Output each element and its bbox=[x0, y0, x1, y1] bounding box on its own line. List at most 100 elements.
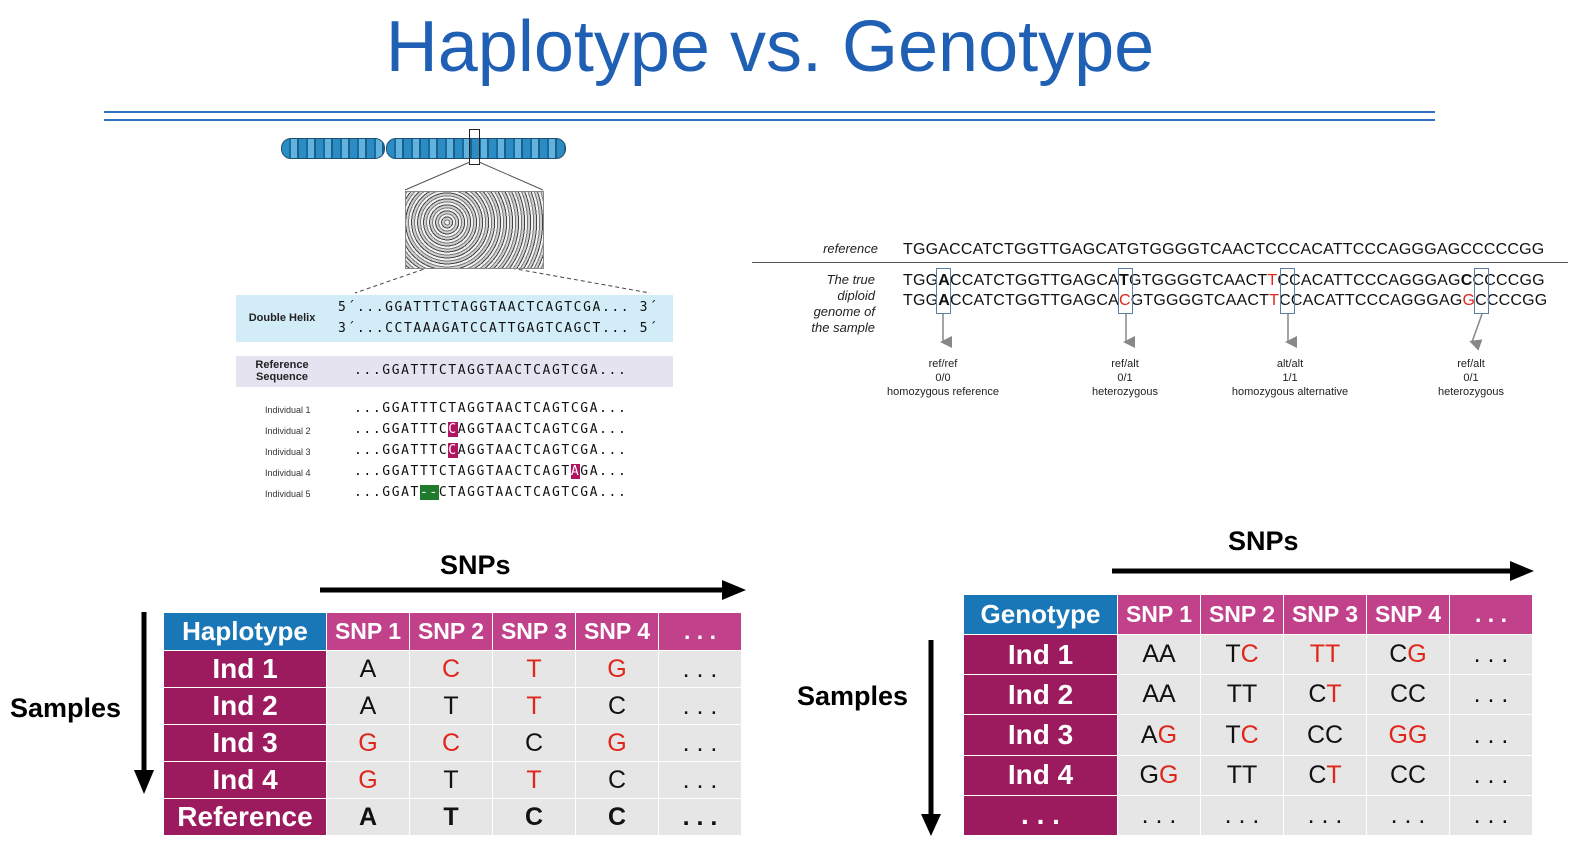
diploid-label-3: genome of bbox=[813, 304, 875, 319]
allele: . . . bbox=[1390, 800, 1426, 829]
snp-header: SNP 4 bbox=[575, 612, 659, 651]
allele: C bbox=[1408, 680, 1427, 709]
helix-strand-top: 5´...GGATTTCTAGGTAACTCAGTCGA... 3´ bbox=[338, 300, 659, 315]
allele-cell: G bbox=[575, 724, 659, 762]
genotype-call: ref/alt 0/1 heterozygous bbox=[1391, 357, 1551, 399]
allele: T bbox=[1326, 760, 1342, 789]
sequence-segment: GA... bbox=[580, 464, 628, 479]
individual-label: Individual 4 bbox=[265, 468, 311, 478]
allele-cell: C bbox=[492, 798, 576, 836]
row-label: Ind 2 bbox=[963, 674, 1118, 716]
genotype-corner: Genotype bbox=[963, 593, 1118, 636]
allele-cell: . . . bbox=[658, 724, 742, 762]
genotype-cell: CC bbox=[1283, 714, 1367, 756]
allele-cell: C bbox=[409, 724, 493, 762]
row-label: Reference bbox=[163, 798, 327, 836]
allele-cell: G bbox=[326, 724, 410, 762]
row-label: Ind 1 bbox=[163, 650, 327, 688]
genotype-call: ref/alt 0/1 heterozygous bbox=[1045, 357, 1205, 399]
genotype-cell: GG bbox=[1366, 714, 1450, 756]
allele: A bbox=[1142, 680, 1159, 709]
genotype-call-l1: ref/ref bbox=[928, 358, 958, 370]
allele: T bbox=[1242, 760, 1258, 789]
allele: T bbox=[1326, 680, 1342, 709]
allele: . . . bbox=[1473, 640, 1509, 669]
haplotype-snps-label: SNPs bbox=[440, 550, 511, 580]
snp-header: SNP 1 bbox=[1117, 593, 1201, 636]
genotype-cell: CT bbox=[1283, 674, 1367, 716]
haplotype-strand-2: TGGACCATCTGGTTGAGCACGTGGGGTCAACTTCCACATT… bbox=[903, 292, 1548, 309]
snp-call-arrows bbox=[940, 313, 1483, 351]
row-label: Ind 3 bbox=[163, 724, 327, 762]
allele: T bbox=[1225, 720, 1241, 749]
haplotype-samples-arrow bbox=[134, 612, 154, 794]
allele-cell: C bbox=[575, 761, 659, 799]
allele: . . . bbox=[1473, 800, 1509, 829]
row-label: . . . bbox=[963, 794, 1118, 837]
reference-sequence: ...GGATTTCTAGGTAACTCAGTCGA... bbox=[354, 363, 628, 378]
genotype-call-l3: homozygous reference bbox=[887, 386, 999, 398]
genotype-call-l1: alt/alt bbox=[1276, 358, 1304, 370]
allele: G bbox=[1139, 760, 1159, 789]
individual-label: Individual 5 bbox=[265, 489, 311, 499]
genotype-cell: . . . bbox=[1117, 794, 1201, 837]
sequence-segment: AGGTAACTCAGTCGA... bbox=[457, 422, 628, 437]
allele: C bbox=[1240, 640, 1259, 669]
allele: C bbox=[1408, 760, 1427, 789]
allele: G bbox=[1407, 640, 1427, 669]
genotype-call-l2: 1/1 bbox=[1282, 372, 1298, 384]
individual-sequence: ...GGATTTCTAGGTAACTCAGTAGA... bbox=[354, 464, 627, 479]
snp-header: SNP 4 bbox=[1366, 593, 1450, 636]
zoom-region-marker bbox=[469, 129, 480, 165]
variant-highlight: C bbox=[448, 422, 458, 437]
genotype-cell: . . . bbox=[1200, 794, 1284, 837]
sequence-segment: ...GGATTTC bbox=[354, 443, 449, 458]
genotype-cell: AA bbox=[1117, 634, 1201, 676]
genotype-cell: TT bbox=[1283, 634, 1367, 676]
double-helix-label: Double Helix bbox=[248, 312, 316, 324]
reference-label-line2: Sequence bbox=[256, 371, 308, 383]
individual-label: Individual 1 bbox=[265, 405, 311, 415]
genotype-call-l2: 0/1 bbox=[1117, 372, 1133, 384]
diploid-label-1: The true bbox=[826, 272, 875, 287]
individual-sequence: ...GGAT--CTAGGTAACTCAGTCGA... bbox=[354, 485, 627, 500]
genotype-row: Ind 1 AA TC TT CG. . . bbox=[963, 634, 1533, 676]
allele: C bbox=[1389, 680, 1408, 709]
genotype-call-l2: 0/1 bbox=[1463, 372, 1479, 384]
genotype-cell: . . . bbox=[1449, 714, 1533, 756]
sequence-segment: ...GGATTTC bbox=[354, 422, 449, 437]
allele-cell: C bbox=[575, 687, 659, 725]
title-rule-top bbox=[104, 111, 1435, 113]
allele: . . . bbox=[1224, 800, 1260, 829]
allele: T bbox=[1242, 680, 1258, 709]
genotype-call-l1: ref/alt bbox=[1111, 358, 1139, 370]
allele-cell: T bbox=[409, 687, 493, 725]
snp-header: SNP 3 bbox=[1283, 593, 1367, 636]
allele: T bbox=[1226, 680, 1242, 709]
snp-header: SNP 1 bbox=[326, 612, 410, 651]
genotype-header-row: Genotype SNP 1 SNP 2 SNP 3 SNP 4. . . bbox=[963, 593, 1533, 636]
genotype-cell: . . . bbox=[1449, 634, 1533, 676]
allele: A bbox=[1159, 680, 1176, 709]
allele: C bbox=[1308, 760, 1327, 789]
allele-cell: T bbox=[492, 687, 576, 725]
genotype-row: Ind 2 AA TT CT CC. . . bbox=[963, 674, 1533, 716]
individual-label: Individual 3 bbox=[265, 447, 311, 457]
allele-cell: . . . bbox=[658, 650, 742, 688]
allele-cell: C bbox=[409, 650, 493, 688]
allele: G bbox=[1157, 720, 1178, 749]
allele: . . . bbox=[1473, 680, 1509, 709]
allele-cell: A bbox=[326, 798, 410, 836]
genotype-cell: AA bbox=[1117, 674, 1201, 716]
row-label: Ind 1 bbox=[963, 634, 1118, 676]
genotype-cell: . . . bbox=[1366, 794, 1450, 837]
allele: C bbox=[1389, 760, 1408, 789]
reference-row-label: reference bbox=[823, 241, 878, 256]
genotype-cell: GG bbox=[1117, 754, 1201, 796]
allele-cell: . . . bbox=[658, 687, 742, 725]
chromosome-arm-left bbox=[281, 138, 385, 159]
genotype-row: . . . . . . . . . . . . . . . . . . bbox=[963, 794, 1533, 837]
